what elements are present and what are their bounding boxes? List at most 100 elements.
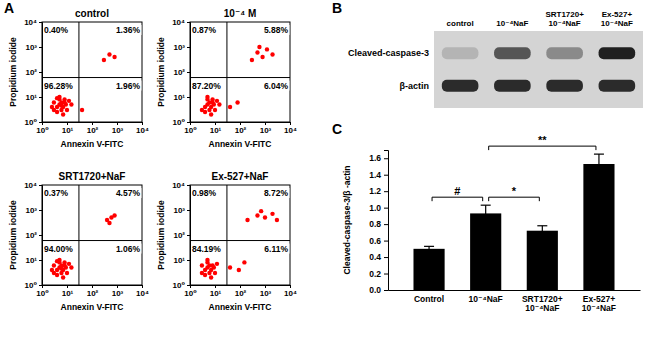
y-axis: 0.00.20.40.60.81.01.21.41.6: [369, 151, 388, 296]
axis-line: [39, 186, 43, 286]
point: [217, 102, 221, 106]
panel-letter: A: [4, 0, 14, 16]
tick-label: 10⁴: [284, 126, 297, 135]
point: [50, 105, 54, 109]
gate-line: [42, 77, 142, 78]
point: [270, 52, 274, 56]
point: [265, 47, 269, 51]
point: [107, 52, 111, 56]
tick-label: 10²: [173, 68, 185, 77]
tick: 0.8: [369, 219, 388, 229]
axis-line: [43, 286, 143, 289]
tick-mark: [39, 97, 42, 98]
tspan-part: 10⁻⁴NaF: [601, 19, 633, 28]
tick-label: 10⁴: [24, 18, 37, 27]
point: [67, 99, 71, 103]
tick-mark: [384, 191, 388, 192]
point: [52, 263, 56, 267]
axis-line: [389, 290, 641, 291]
tick-label: 10⁰: [173, 281, 186, 290]
quadrant-label: 84.19%: [192, 244, 221, 254]
tick: 1.6: [369, 153, 388, 163]
x-axis: 10⁰10¹10²10³10⁴: [36, 285, 149, 298]
tick: Ex-527+10⁻⁴NaF: [582, 290, 616, 313]
tick-mark: [39, 47, 42, 48]
point: [69, 102, 73, 106]
tspan-part: 10⁻⁴NaF: [496, 19, 528, 28]
error-bar: [594, 154, 604, 174]
quadrant-label: 8.72%: [264, 188, 289, 198]
tick: 10²: [173, 68, 190, 77]
point: [255, 213, 259, 217]
x-axis-title: Annexin V-FITC: [61, 139, 124, 149]
tick-label: 10¹: [25, 93, 37, 102]
plot-title: 10⁻⁴ M: [224, 8, 256, 19]
point: [263, 215, 267, 219]
y-axis: 10⁰10¹10²10³10⁴: [172, 18, 190, 127]
tick-label: 0.0: [369, 285, 381, 295]
point: [212, 102, 216, 106]
plot-frame: [190, 22, 290, 122]
point: [112, 213, 116, 217]
error-stem: [428, 246, 429, 251]
tick: 10⁻⁴NaF: [469, 290, 503, 304]
point: [228, 265, 232, 269]
tick-mark: [117, 285, 118, 288]
tick: 10⁰: [25, 281, 42, 290]
blot-background: [434, 31, 643, 108]
tick: 10⁴: [172, 181, 190, 190]
tspan-part: 10⁻⁴NaF: [549, 19, 581, 28]
point: [245, 218, 249, 222]
tick-label: 10³: [25, 206, 37, 215]
tick-label: 10⁰: [25, 118, 38, 127]
tick-label: 0.4: [369, 252, 381, 262]
quadrant-group: 4.57%: [115, 188, 142, 198]
x-axis-title: Annexin V-FITC: [209, 302, 272, 312]
tick: 10²: [235, 122, 247, 135]
label-patch: [191, 25, 218, 35]
tick-mark: [384, 274, 388, 275]
tick-label: 10²: [173, 231, 185, 240]
axis-line: [39, 23, 43, 123]
point: [61, 275, 65, 279]
error-cap: [594, 173, 604, 174]
label-patch: [263, 188, 290, 198]
tick-label: 10⁰: [184, 289, 197, 298]
tick: 10³: [25, 206, 42, 215]
point: [207, 100, 211, 104]
error-bar: [424, 246, 434, 251]
axis-line: [187, 23, 191, 123]
tick: 0.2: [369, 269, 388, 279]
tick-label: Control: [414, 294, 444, 304]
point: [255, 50, 259, 54]
x-axis-title: Annexin V-FITC: [61, 302, 124, 312]
points: [190, 185, 290, 285]
band: [494, 47, 531, 59]
bar: [470, 213, 501, 290]
tick-label: 10¹: [25, 256, 37, 265]
tick-label: 10³: [25, 43, 37, 52]
tick-label: 10²: [87, 126, 99, 135]
point: [275, 218, 279, 222]
point: [62, 97, 66, 101]
tick-mark: [187, 97, 190, 98]
quadrant-group: 1.36%: [115, 25, 142, 35]
gate-line: [226, 185, 227, 285]
point: [64, 102, 68, 106]
point: [257, 45, 261, 49]
bar: [583, 164, 614, 290]
tick: 10³: [173, 43, 190, 52]
tick-mark: [187, 22, 190, 23]
point: [80, 108, 84, 112]
bands: [442, 47, 635, 59]
tick-mark: [187, 235, 190, 236]
axis-line: [187, 186, 191, 286]
tick-mark: [384, 175, 388, 176]
quadrant-label: 1.36%: [116, 25, 141, 35]
tick: 10²: [25, 231, 42, 240]
tick-label: 10¹: [62, 126, 74, 135]
point: [237, 268, 241, 272]
tick: 10⁰: [36, 122, 49, 135]
gate-line: [42, 240, 142, 241]
axis-line: [384, 151, 389, 291]
